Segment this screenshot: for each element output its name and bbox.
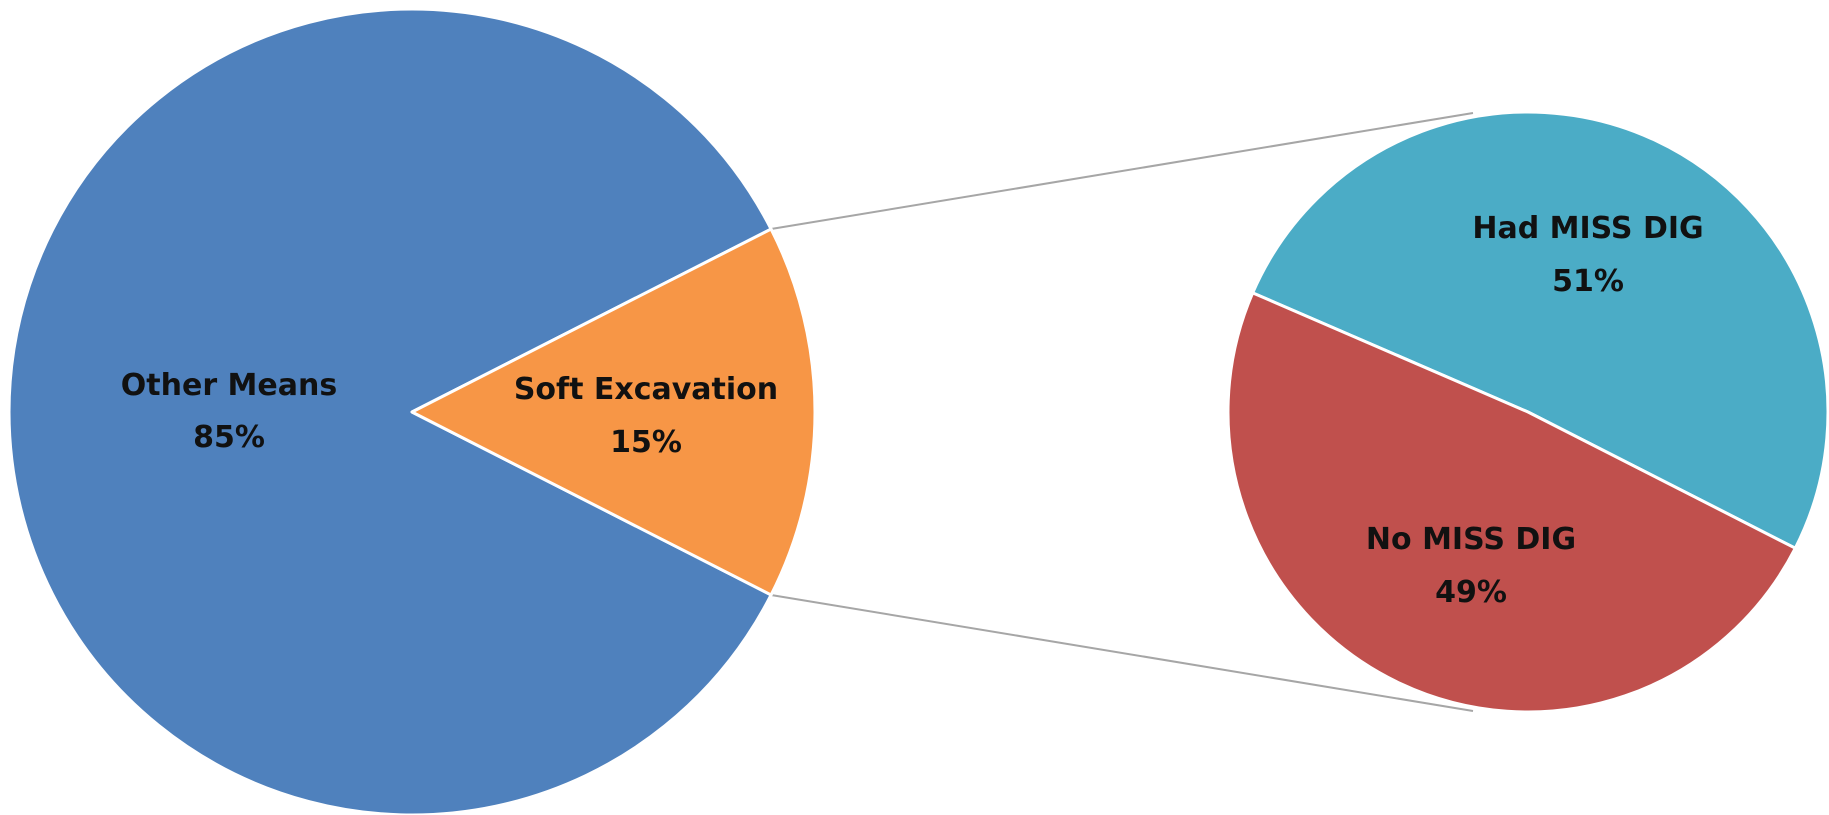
pie-slice-no-miss-dig: [1226, 291, 1797, 714]
connector-line-top: [770, 112, 1474, 231]
main-pie: [7, 7, 817, 815]
slice-value-other-means: 85%: [193, 420, 265, 455]
connector-lines: [770, 112, 1474, 712]
slice-value-soft-excavation: 15%: [610, 425, 682, 460]
pie-slice-other-means: [7, 7, 773, 815]
slice-value-had-miss-dig: 51%: [1552, 264, 1624, 299]
slice-label-soft-excavation: Soft Excavation: [514, 372, 778, 407]
slice-value-no-miss-dig: 49%: [1435, 575, 1507, 610]
connector-line-bottom: [770, 593, 1474, 712]
slice-label-other-means: Other Means: [121, 368, 337, 403]
secondary-pie: [1226, 110, 1829, 714]
pie-slice-had-miss-dig: [1251, 110, 1829, 550]
pie-slice-soft-excavation: [410, 227, 817, 597]
slice-label-had-miss-dig: Had MISS DIG: [1472, 211, 1703, 246]
slice-label-no-miss-dig: No MISS DIG: [1366, 522, 1576, 557]
